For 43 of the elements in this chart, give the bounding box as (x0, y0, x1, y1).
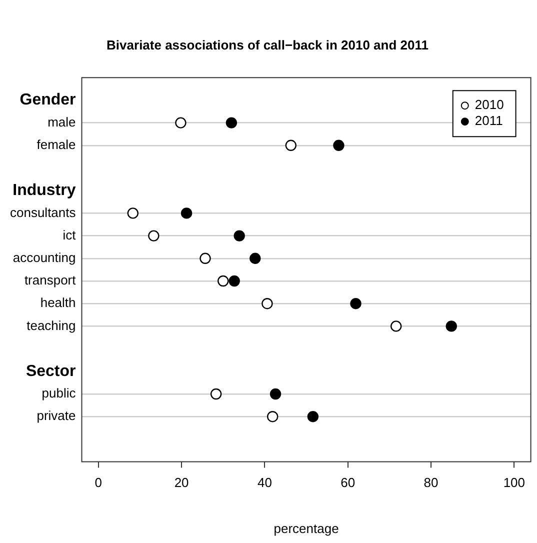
y-tick-label: male (48, 114, 76, 130)
point (350, 298, 362, 310)
x-tick-label: 100 (503, 475, 526, 490)
y-tick-label: Gender (20, 92, 76, 109)
point (148, 230, 160, 242)
y-tick-label: consultants (10, 204, 76, 220)
x-tick-label: 80 (424, 475, 438, 490)
point (285, 140, 296, 151)
point (250, 252, 261, 264)
point (333, 140, 344, 151)
y-tick-label: public (42, 386, 76, 401)
x-tick-label: 40 (257, 475, 272, 490)
y-tick-label: female (36, 136, 76, 152)
point (446, 320, 457, 332)
point (390, 320, 402, 332)
y-tick-label: private (36, 408, 76, 424)
x-tick-label: 20 (174, 475, 189, 490)
point (218, 275, 229, 287)
point (226, 117, 238, 128)
point (210, 388, 222, 400)
point (127, 208, 138, 219)
y-tick-label: teaching (26, 318, 76, 333)
legend-label: 2010 (474, 97, 504, 112)
x-tick-label: 0 (94, 475, 102, 490)
y-tick-label: ict (62, 227, 76, 242)
point (267, 411, 278, 422)
point (175, 117, 186, 128)
point (262, 298, 273, 310)
y-tick-label: transport (24, 272, 76, 288)
point (307, 411, 319, 422)
point (228, 275, 240, 287)
point (200, 252, 211, 264)
legend-label: 2011 (474, 113, 503, 128)
point (234, 230, 245, 242)
chart-title: Bivariate associations of call−back in 2010 and 2011 (106, 37, 428, 52)
y-tick-label: health (40, 295, 76, 310)
y-tick-label: accounting (12, 250, 76, 265)
point (180, 208, 192, 219)
y-tick-label: Industry (12, 182, 76, 200)
x-axis-title: percentage (274, 520, 339, 536)
y-tick-label: Sector (26, 362, 76, 380)
x-tick-label: 60 (340, 475, 356, 490)
point (270, 388, 282, 400)
